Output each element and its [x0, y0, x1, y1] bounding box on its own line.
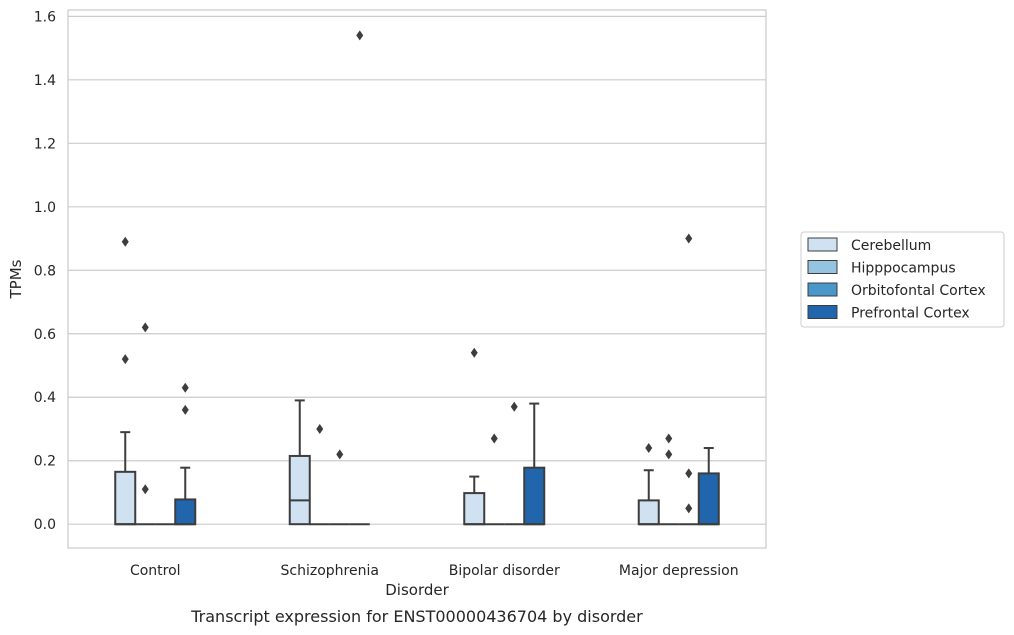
y-axis-label: TPMs: [7, 259, 25, 299]
y-tick-label: 0.6: [34, 327, 56, 343]
outlier-point: [665, 449, 673, 460]
outlier-point: [685, 468, 693, 479]
legend-swatch: [807, 282, 838, 297]
legend-label: Cerebellum: [851, 238, 931, 254]
y-tick-label: 0.4: [34, 390, 56, 406]
box-hipppocampus-1: [309, 423, 330, 526]
legend-swatch: [807, 260, 838, 274]
legend-label: Prefrontal Cortex: [851, 306, 970, 322]
box-series: [114, 30, 720, 526]
outlier-point: [356, 30, 364, 41]
x-tick-label: Major depression: [619, 563, 739, 579]
outlier-point: [121, 354, 129, 365]
legend-swatch: [807, 305, 838, 319]
x-tick-labels: Control Schizophrenia Bipolar disorder Majo…: [130, 563, 739, 579]
y-tick-label: 1.6: [34, 9, 56, 25]
box: [463, 492, 486, 526]
box-hipppocampus-3: [658, 433, 679, 526]
grid-lines: [68, 15, 766, 525]
legend-swatch: [807, 237, 838, 252]
box-cerebellum-3: [637, 443, 660, 526]
y-tick-label: 1.4: [34, 73, 56, 89]
outlier-point: [141, 322, 149, 333]
outlier-point: [685, 503, 693, 514]
plot-frame: [67, 9, 767, 549]
box: [288, 454, 311, 526]
y-tick-label: 0.0: [34, 517, 56, 533]
legend-label: Hipppocampus: [851, 261, 956, 277]
box-cerebellum-0: [114, 236, 137, 526]
box-prefrontal-cortex-0: [174, 382, 197, 526]
box-hipppocampus-2: [484, 433, 505, 526]
outlier-point: [510, 401, 518, 412]
box-prefrontal-cortex-3: [697, 447, 720, 526]
x-tick-label: Control: [130, 563, 181, 579]
outlier-point: [181, 382, 189, 393]
outlier-point: [181, 404, 189, 415]
box-cerebellum-1: [288, 399, 311, 526]
outlier-point: [470, 347, 478, 358]
box: [114, 470, 137, 526]
box-prefrontal-cortex-1: [349, 30, 370, 526]
x-axis-label: Disorder: [385, 581, 449, 599]
box-orbitofontal-cortex-3: [678, 233, 699, 526]
outlier-point: [121, 236, 129, 247]
y-tick-label: 0.8: [34, 263, 56, 279]
y-tick-labels: 0.0 0.2 0.4 0.6 0.8 1.0 1.2 1.4 1.6: [34, 9, 56, 533]
y-tick-label: 0.2: [34, 454, 56, 470]
box: [637, 499, 660, 526]
y-tick-label: 1.2: [34, 136, 56, 152]
box-orbitofontal-cortex-2: [504, 401, 525, 526]
box-orbitofontal-cortex-1: [329, 449, 350, 526]
y-tick-label: 1.0: [34, 200, 56, 216]
outlier-point: [665, 433, 673, 444]
box-prefrontal-cortex-2: [523, 402, 546, 526]
outlier-point: [685, 233, 693, 244]
outlier-point: [645, 443, 653, 454]
outlier-point: [336, 449, 344, 460]
legend-box: [800, 231, 1005, 328]
box: [697, 472, 720, 526]
box-hipppocampus-0: [135, 322, 156, 526]
box: [174, 498, 197, 526]
box: [523, 466, 546, 526]
outlier-point: [316, 423, 324, 434]
legend: Cerebellum Hipppocampus Orbitofontal Corte…: [800, 231, 1005, 328]
chart-caption: Transcript expression for ENST0000043670…: [190, 607, 643, 626]
outlier-point: [141, 484, 149, 495]
x-tick-label: Schizophrenia: [281, 563, 379, 579]
box-cerebellum-2: [463, 347, 486, 526]
outlier-point: [490, 433, 498, 444]
x-tick-label: Bipolar disorder: [449, 563, 560, 579]
legend-label: Orbitofontal Cortex: [851, 283, 986, 299]
